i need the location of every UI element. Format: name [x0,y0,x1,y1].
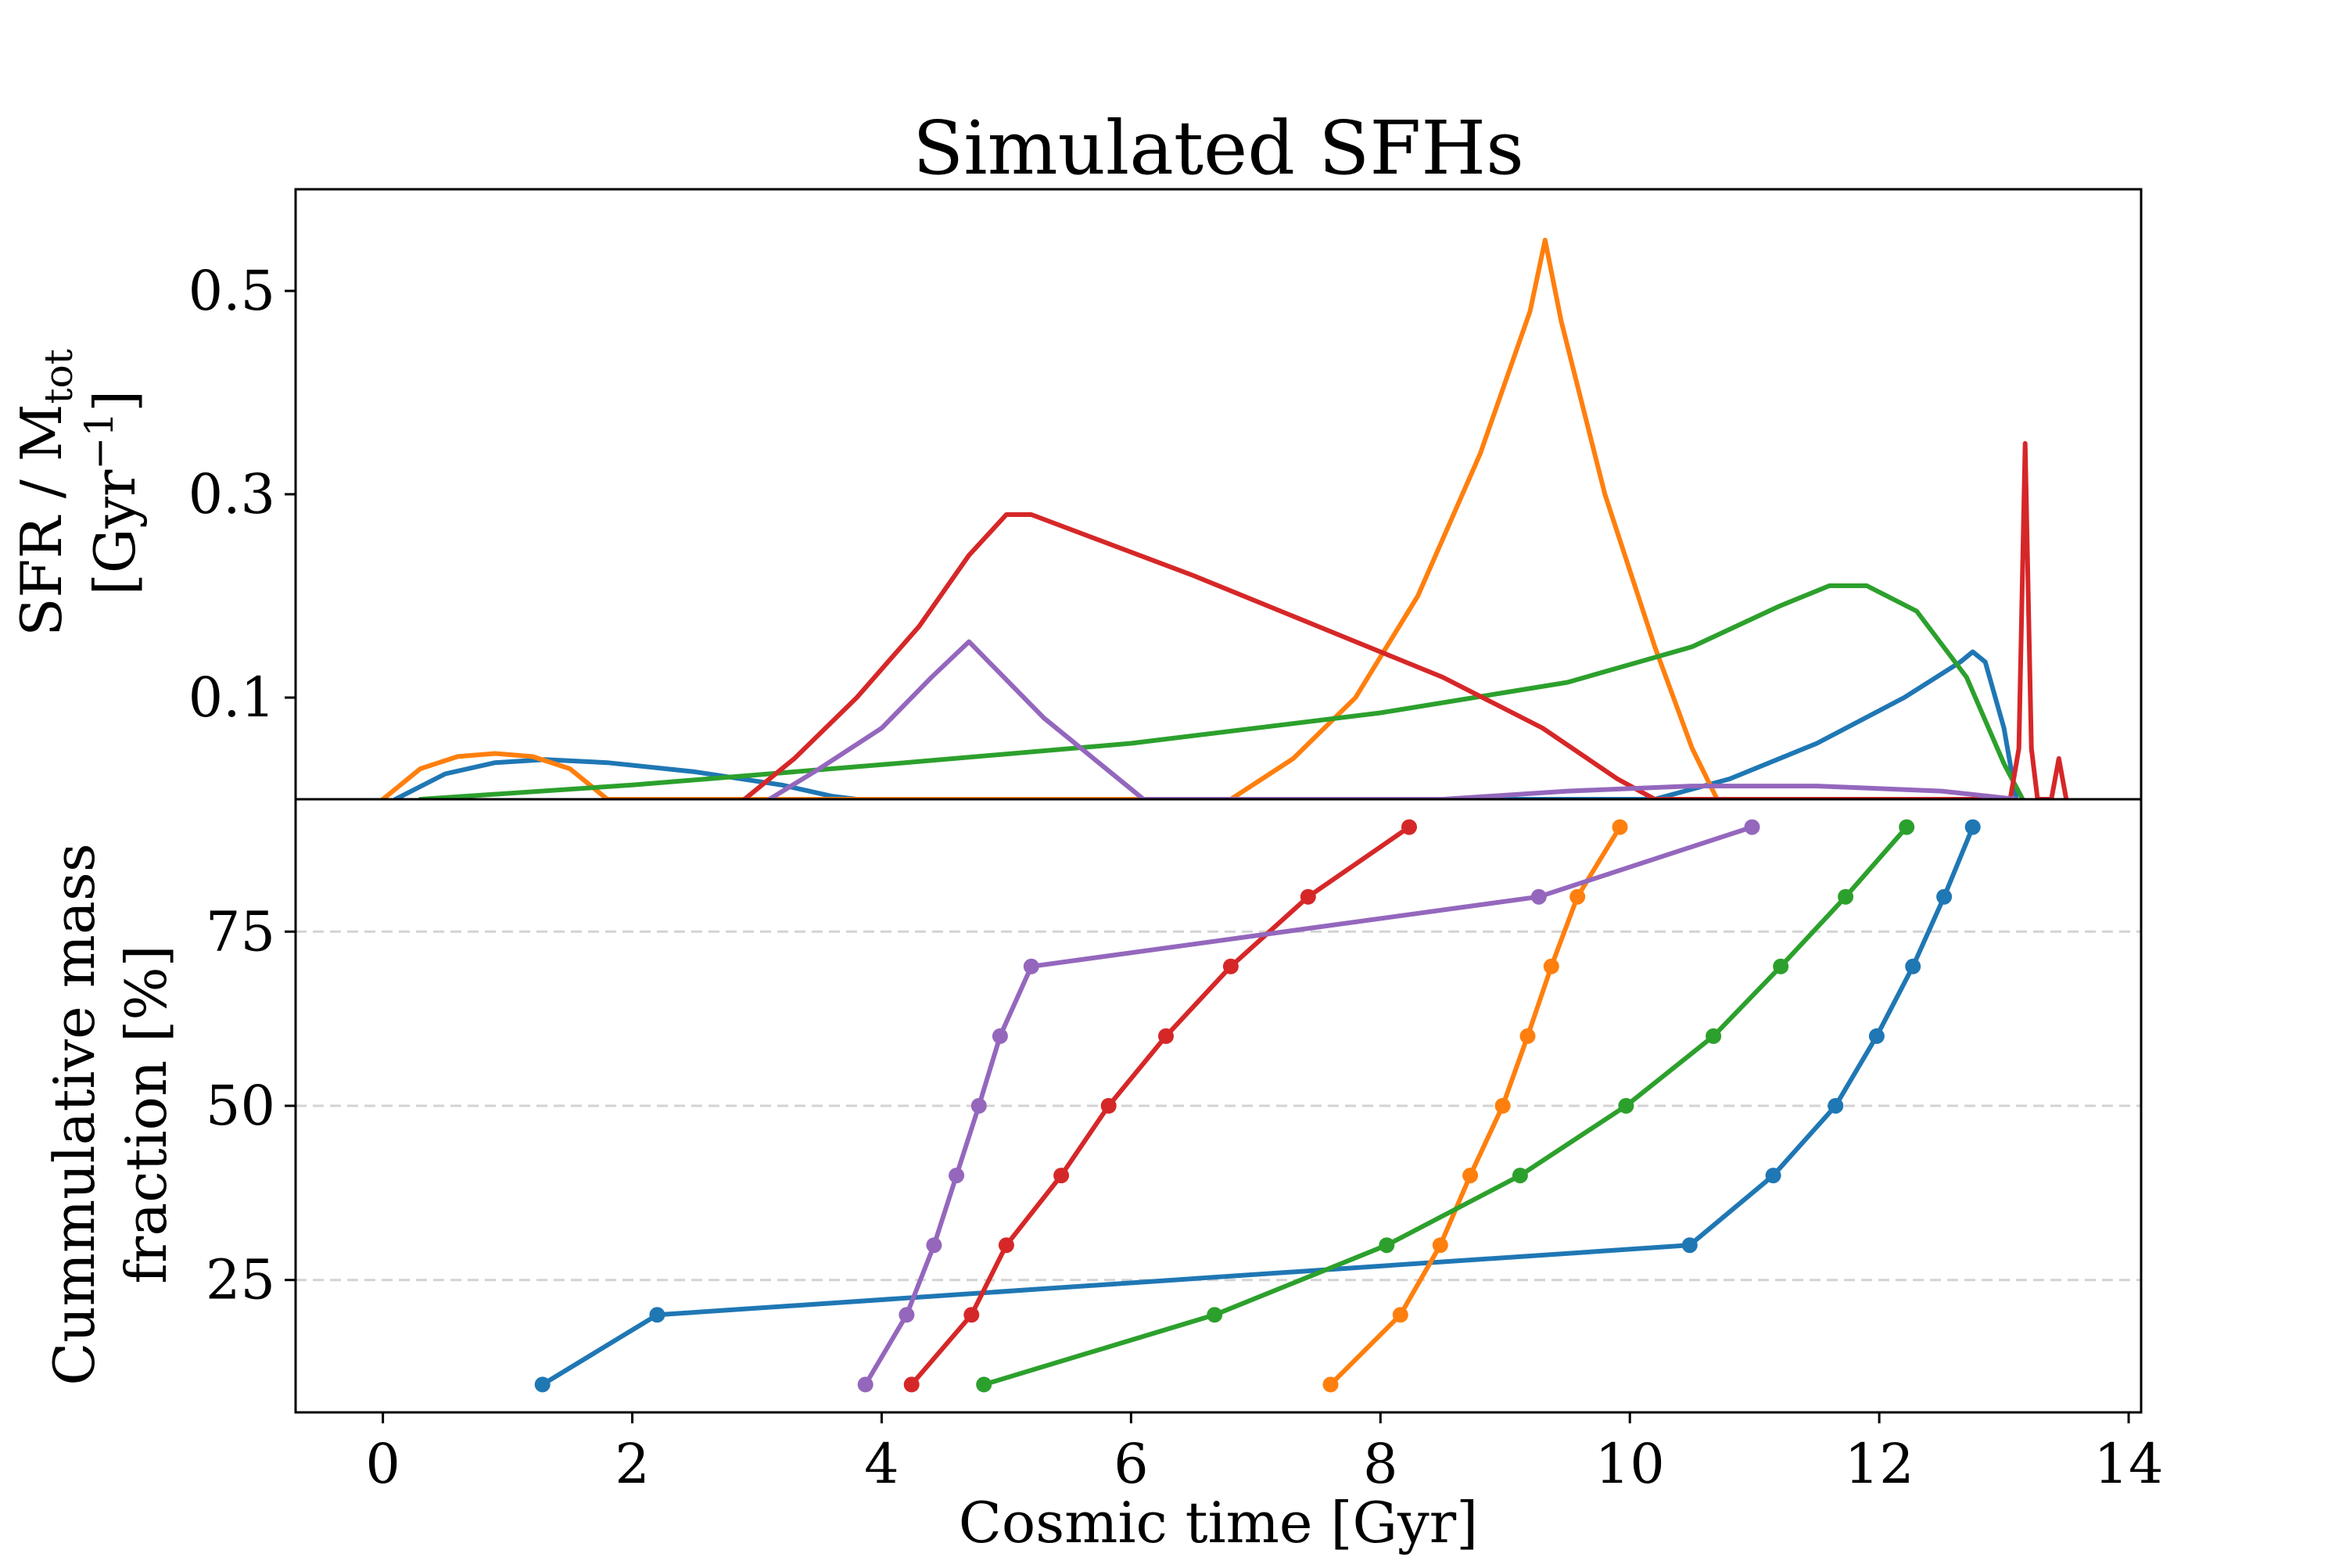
top-y-tick-label: 0.3 [188,462,275,526]
top-y-unit-close: ] [82,390,148,412]
top-y-label-main: SFR / M [9,404,74,637]
mass-fraction-point [1905,958,1921,974]
mass-fraction-point [1765,1168,1781,1184]
x-tick-label: 12 [1845,1432,1914,1496]
mass-fraction-point [1322,1376,1339,1393]
mass-fraction-point [1494,1098,1511,1114]
top-panel-y-ticks: 0.1 0.3 0.5 [188,259,296,730]
mass-fraction-point [992,1028,1008,1044]
mass-fraction-point [1773,958,1789,974]
mass-fraction-point [970,1098,987,1114]
mass-fraction-point [1706,1028,1722,1044]
mass-fraction-point [963,1307,980,1323]
mass-fraction-point [1462,1168,1479,1184]
mass-fraction-point [899,1307,915,1323]
mass-fraction-point [857,1376,873,1393]
mass-fraction-point [1023,958,1039,974]
x-tick-label: 6 [1114,1432,1149,1496]
top-y-unit-open: [Gyr [82,469,148,595]
sfh-series-line-3 [418,583,2025,799]
mass-fraction-point [926,1237,942,1254]
mass-fraction-point [1432,1237,1448,1254]
x-tick-label: 8 [1363,1432,1398,1496]
bottom-y-axis-label-line1: Cummulative mass [41,843,107,1386]
mass-fraction-point [1569,888,1586,905]
mass-fraction-point [1964,819,1981,835]
mass-fraction-point [1379,1237,1395,1254]
mass-fraction-point [1401,819,1417,835]
mass-fraction-point [998,1237,1014,1254]
mass-fraction-point [1681,1237,1698,1254]
bottom-y-tick-label: 50 [206,1074,275,1138]
mass-fraction-point [1744,819,1760,835]
mass-fraction-point [1392,1307,1408,1323]
chart-title: Simulated SFHs [913,106,1524,192]
mass-fraction-point [1612,819,1628,835]
bottom-panel-x-ticks: 0 2 4 6 8 10 12 14 [365,1412,2164,1496]
mass-fraction-point [649,1307,665,1323]
mass-fraction-point [1868,1028,1885,1044]
sfh-series-line-2 [380,238,1720,799]
bottom-y-tick-label: 75 [206,899,275,963]
mass-fraction-point [949,1168,965,1184]
mass-fraction-point [1618,1098,1634,1114]
mass-fraction-point [1207,1307,1223,1323]
mass-fraction-point [1519,1028,1536,1044]
mass-fraction-point [1053,1168,1070,1184]
mass-fraction-point [1936,888,1953,905]
top-y-label-subscript: tot [36,349,81,404]
mass-fraction-point [1222,958,1239,974]
x-tick-label: 10 [1595,1432,1665,1496]
top-y-unit-superscript: −1 [77,412,122,470]
mass-fraction-point [903,1376,920,1393]
bottom-y-tick-label: 25 [206,1248,275,1312]
x-tick-label: 0 [365,1432,400,1496]
x-axis-label: Cosmic time [Gyr] [959,1490,1478,1555]
mass-fraction-point [976,1376,992,1393]
bottom-panel-y-ticks: 25 50 75 [206,899,296,1312]
top-y-tick-label: 0.5 [188,259,275,323]
x-tick-label: 2 [615,1432,650,1496]
mass-fraction-point [1899,819,1915,835]
mass-fraction-point [1543,958,1559,974]
mass-fraction-point [1530,888,1547,905]
mass-fraction-point [1100,1098,1117,1114]
top-y-axis-label: SFR / Mtot [9,349,81,637]
x-tick-label: 4 [864,1432,899,1496]
top-y-tick-label: 0.1 [188,666,275,730]
top-y-axis-unit: [Gyr−1] [77,390,148,596]
mass-fraction-point [1512,1168,1528,1184]
mass-fraction-point [1300,888,1316,905]
bottom-y-axis-label-line2: fraction [%] [113,945,179,1283]
mass-fraction-point [1828,1098,1844,1114]
mass-fraction-point [534,1376,551,1393]
bottom-panel-series [534,819,1981,1393]
mass-fraction-point [1158,1028,1174,1044]
mass-fraction-point [1838,888,1854,905]
sfh-series-line-4 [742,441,2069,799]
sfh-series-line-5 [766,639,2019,799]
bottom-panel-frame [294,798,2143,1414]
x-tick-label: 14 [2094,1432,2164,1496]
top-panel-series [380,238,2069,799]
